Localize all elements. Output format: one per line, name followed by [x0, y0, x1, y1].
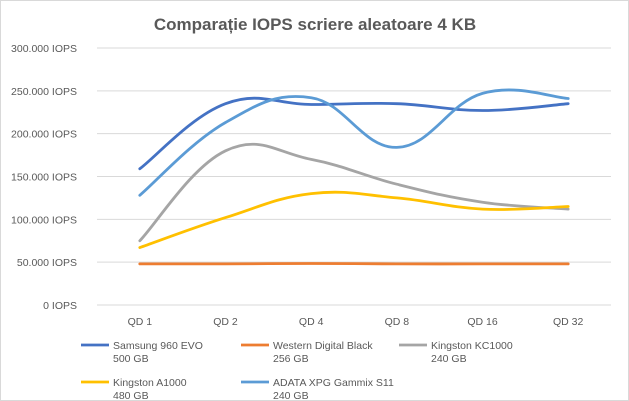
gridlines	[97, 47, 611, 306]
legend-label: Samsung 960 EVO	[113, 340, 203, 352]
legend-label: Western Digital Black	[273, 340, 373, 352]
y-tick-label: 50.000 IOPS	[17, 257, 77, 269]
legend-label: Kingston KC1000	[431, 340, 513, 352]
x-tick-label: QD 2	[213, 316, 238, 328]
y-tick-label: 150.000 IOPS	[11, 172, 77, 184]
legend-sublabel: 240 GB	[273, 390, 309, 400]
series-lines	[138, 88, 570, 266]
y-tick-label: 250.000 IOPS	[11, 86, 77, 98]
x-tick-label: QD 8	[385, 316, 410, 328]
series-line-2	[138, 142, 570, 243]
x-tick-label: QD 1	[128, 316, 153, 328]
series-line-3	[138, 190, 570, 249]
y-axis-ticks: 0 IOPS 50.000 IOPS 100.000 IOPS 150.000 IOP…	[11, 43, 77, 312]
y-tick-label: 100.000 IOPS	[11, 214, 77, 226]
x-tick-label: QD 16	[467, 316, 498, 328]
y-tick-label: 200.000 IOPS	[11, 129, 77, 141]
y-tick-label: 300.000 IOPS	[11, 43, 77, 55]
x-axis-ticks: QD 1 QD 2 QD 4 QD 8 QD 16 QD 32	[128, 316, 584, 328]
legend-sublabel: 240 GB	[431, 353, 467, 365]
y-tick-label: 0 IOPS	[43, 300, 77, 312]
x-tick-label: QD 32	[553, 316, 584, 328]
legend-sublabel: 256 GB	[273, 353, 309, 365]
legend-sublabel: 480 GB	[113, 390, 149, 400]
x-tick-label: QD 4	[299, 316, 324, 328]
legend-sublabel: 500 GB	[113, 353, 149, 365]
chart-title: Comparație IOPS scriere aleatoare 4 KB	[154, 15, 476, 34]
series-line-4	[138, 88, 570, 197]
series-line-0	[138, 96, 570, 171]
legend-label: Kingston A1000	[113, 377, 187, 389]
legend-label: ADATA XPG Gammix S11	[273, 377, 394, 389]
